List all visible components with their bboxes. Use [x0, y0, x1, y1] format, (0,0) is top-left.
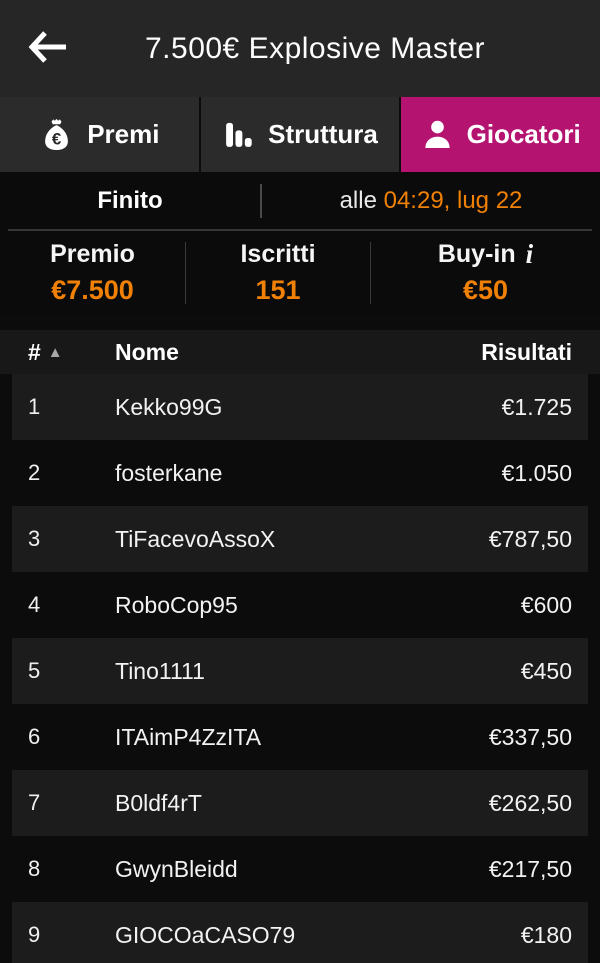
player-name: RoboCop95 [115, 591, 238, 618]
player-name: GwynBleidd [115, 855, 238, 882]
player-name: GIOCOaCASO79 [115, 921, 296, 948]
tournament-end-time: alle 04:29, lug 22 [262, 187, 600, 215]
players-table-body: 1 Kekko99G €1.725 2 fosterkane €1.050 3 … [0, 374, 600, 963]
player-row[interactable]: 9 GIOCOaCASO79 €180 [12, 902, 588, 963]
player-result: €1.050 [501, 459, 572, 486]
divider-line [8, 229, 592, 231]
player-result: €217,50 [488, 855, 572, 882]
table-header: # ▲ Nome Risultati [0, 330, 600, 374]
tab-struttura[interactable]: Struttura [200, 97, 402, 172]
app-header: 7.500€ Explosive Master [0, 0, 600, 97]
stats-bar: Premio €7.500 Iscritti 151 Buy-in i €50 [0, 231, 600, 315]
player-rank: 7 [28, 790, 41, 815]
player-rank: 2 [28, 460, 41, 485]
player-rank: 6 [28, 724, 41, 749]
stat-buyin-label: Buy-in [437, 240, 516, 268]
person-icon [421, 118, 454, 151]
stats-divider [370, 242, 371, 304]
player-row[interactable]: 8 GwynBleidd €217,50 [12, 836, 588, 902]
player-rank: 1 [28, 394, 41, 419]
player-result: €450 [520, 657, 572, 684]
player-result: €337,50 [488, 723, 572, 750]
player-row[interactable]: 3 TiFacevoAssoX €787,50 [12, 506, 588, 572]
tab-struttura-label: Struttura [268, 119, 378, 149]
player-rank: 3 [28, 526, 41, 551]
player-row[interactable]: 5 Tino1111 €450 [12, 638, 588, 704]
money-bag-icon: € [39, 117, 74, 152]
player-row[interactable]: 7 B0ldf4rT €262,50 [12, 770, 588, 836]
player-row[interactable]: 2 fosterkane €1.050 [12, 440, 588, 506]
stat-premio-value: €7.500 [51, 275, 134, 305]
player-name: ITAimP4ZzITA [115, 723, 262, 750]
player-result: €600 [520, 591, 572, 618]
time-value: 04:29, lug 22 [383, 186, 523, 214]
tab-giocatori[interactable]: Giocatori [401, 97, 600, 172]
tab-giocatori-label: Giocatori [466, 119, 581, 149]
player-result: €1.725 [501, 393, 572, 420]
player-rank: 9 [28, 922, 41, 947]
status-divider [260, 183, 262, 218]
player-rank: 8 [28, 856, 41, 881]
status-bar: Finito alle 04:29, lug 22 [0, 172, 600, 229]
stat-iscritti-label: Iscritti [240, 240, 316, 268]
tournament-status: Finito [97, 186, 163, 214]
stat-premio: Premio €7.500 [0, 240, 185, 306]
player-rank: 4 [28, 592, 41, 617]
tab-bar: € Premi Struttura Giocatori [0, 97, 600, 172]
column-header-name[interactable]: Nome [115, 338, 179, 365]
time-prefix: alle [339, 186, 377, 214]
player-result: €262,50 [488, 789, 572, 816]
stat-buyin-value: €50 [462, 275, 509, 305]
stat-iscritti-value: 151 [255, 275, 301, 305]
player-result: €787,50 [488, 525, 572, 552]
rank-header-label: # [28, 338, 41, 365]
player-result: €180 [520, 921, 572, 948]
page-title: 7.500€ Explosive Master [144, 31, 485, 65]
sort-asc-icon: ▲ [47, 343, 63, 361]
player-row[interactable]: 1 Kekko99G €1.725 [12, 374, 588, 440]
svg-text:€: € [52, 130, 62, 149]
back-button[interactable] [16, 0, 80, 97]
player-name: Tino1111 [115, 657, 205, 684]
stat-iscritti: Iscritti 151 [186, 240, 370, 306]
stat-premio-label: Premio [50, 240, 135, 268]
player-row[interactable]: 4 RoboCop95 €600 [12, 572, 588, 638]
player-name: TiFacevoAssoX [115, 525, 276, 552]
stats-divider [185, 242, 186, 304]
stat-buyin: Buy-in i €50 [371, 240, 600, 306]
bar-chart-icon [222, 118, 255, 151]
player-rank: 5 [28, 658, 41, 683]
column-header-result[interactable]: Risultati [481, 338, 572, 365]
info-icon[interactable]: i [525, 239, 534, 269]
player-row[interactable]: 6 ITAimP4ZzITA €337,50 [12, 704, 588, 770]
player-name: fosterkane [115, 459, 223, 486]
column-header-rank[interactable]: # ▲ [28, 339, 115, 366]
player-name: B0ldf4rT [115, 789, 202, 816]
player-name: Kekko99G [115, 393, 223, 420]
tab-premi-label: Premi [87, 119, 160, 149]
back-arrow-icon [25, 28, 71, 69]
tab-premi[interactable]: € Premi [0, 97, 201, 172]
